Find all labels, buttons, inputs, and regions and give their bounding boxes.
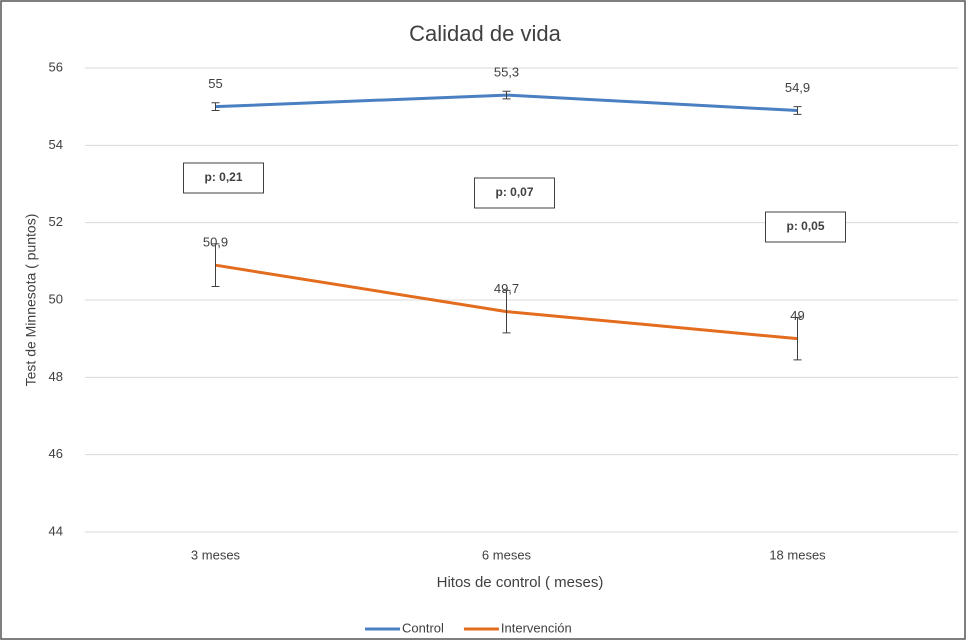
y-tick-label: 48 <box>49 369 63 384</box>
chart-title: Calidad de vida <box>409 21 561 46</box>
data-label: 55,3 <box>494 65 519 80</box>
y-tick-label: 46 <box>49 446 63 461</box>
annotation-box <box>765 211 846 243</box>
x-tick-label: 3 meses <box>191 547 241 562</box>
error-bar <box>211 243 220 287</box>
error-bar <box>793 316 802 361</box>
error-bar <box>502 289 511 334</box>
legend-label: Intervención <box>501 620 572 635</box>
legend-label: Control <box>402 620 444 635</box>
x-axis-label: Hitos de control ( meses) <box>437 574 604 591</box>
annotation: p: 0,21 <box>204 170 242 184</box>
error-bar <box>793 106 802 115</box>
y-tick-label: 56 <box>49 59 63 74</box>
data-label: 54,9 <box>785 80 810 95</box>
annotation: p: 0,07 <box>495 185 533 199</box>
y-tick-label: 52 <box>49 214 63 229</box>
annotation: p: 0,05 <box>786 219 824 233</box>
y-tick-label: 54 <box>49 137 63 152</box>
y-tick-label: 44 <box>49 523 63 538</box>
y-tick-label: 50 <box>49 291 63 306</box>
x-tick-label: 6 meses <box>482 547 532 562</box>
annotation-box <box>183 162 264 194</box>
data-label: 55 <box>208 76 222 91</box>
annotation-box <box>474 177 555 209</box>
data-label: 49 <box>790 308 804 323</box>
error-bar <box>502 90 511 100</box>
data-label: 50,9 <box>203 235 228 250</box>
y-axis-label: Test de Minnesota ( puntos) <box>23 214 39 387</box>
error-bar <box>211 102 220 112</box>
x-tick-label: 18 meses <box>769 547 826 562</box>
data-label: 49,7 <box>494 281 519 296</box>
